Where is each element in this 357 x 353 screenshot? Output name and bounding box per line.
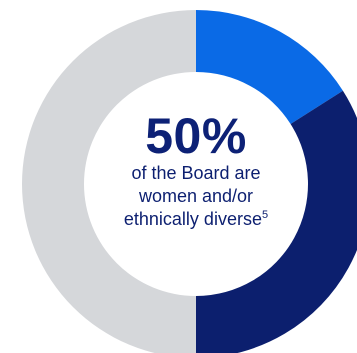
donut-slice-3 [22, 10, 196, 353]
footnote-marker: 5 [261, 209, 269, 221]
caption-line-3-text: ethnically diverse [123, 209, 262, 229]
donut-slice-2 [196, 90, 357, 353]
donut-slice-1 [196, 10, 343, 124]
headline-value: 50% [145, 108, 247, 164]
caption-line-1: of the Board are [131, 163, 261, 183]
caption-line-2: women and/or [138, 186, 254, 206]
caption-line-3: ethnically diverse5 [78, 208, 314, 231]
center-label: 50% of the Board are women and/or ethnic… [78, 110, 314, 231]
donut-slices [22, 10, 357, 353]
